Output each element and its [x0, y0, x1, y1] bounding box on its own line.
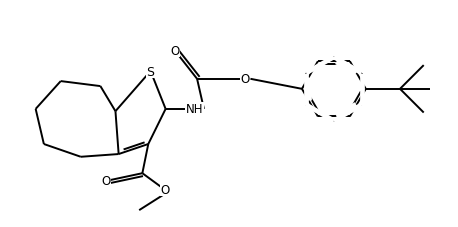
Text: O: O	[161, 183, 170, 196]
Text: O: O	[240, 73, 250, 86]
Text: NH: NH	[186, 103, 203, 116]
Text: S: S	[147, 65, 154, 78]
Text: O: O	[170, 44, 180, 57]
Text: O: O	[101, 174, 110, 187]
